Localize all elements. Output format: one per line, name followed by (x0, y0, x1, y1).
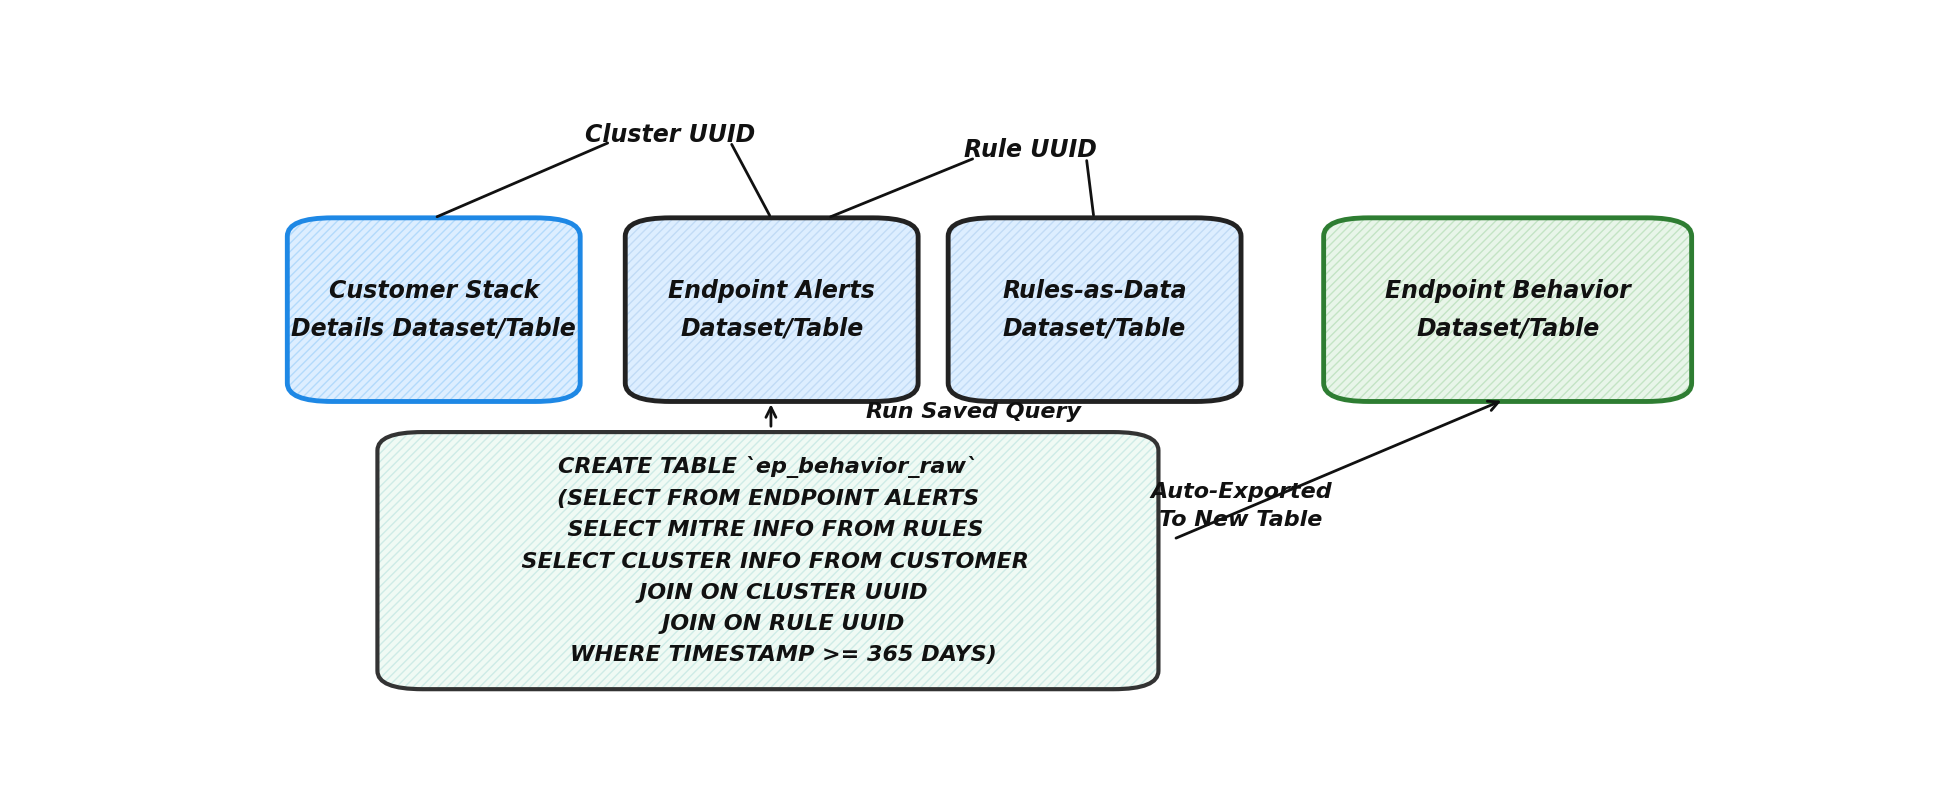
FancyBboxPatch shape (626, 218, 919, 401)
Text: Rules-as-Data
Dataset/Table: Rules-as-Data Dataset/Table (1002, 279, 1186, 340)
FancyBboxPatch shape (1324, 218, 1692, 401)
Text: Endpoint Alerts
Dataset/Table: Endpoint Alerts Dataset/Table (669, 279, 876, 340)
Text: Cluster UUID: Cluster UUID (585, 123, 756, 147)
Text: Endpoint Behavior
Dataset/Table: Endpoint Behavior Dataset/Table (1386, 279, 1630, 340)
Text: Rule UUID: Rule UUID (965, 138, 1097, 162)
Text: Customer Stack
Details Dataset/Table: Customer Stack Details Dataset/Table (291, 279, 576, 340)
FancyBboxPatch shape (287, 218, 579, 401)
Text: Auto-Exported
To New Table: Auto-Exported To New Table (1151, 482, 1331, 529)
Text: Run Saved Query: Run Saved Query (866, 402, 1081, 422)
Text: CREATE TABLE `ep_behavior_raw`
(SELECT FROM ENDPOINT ALERTS
  SELECT MITRE INFO : CREATE TABLE `ep_behavior_raw` (SELECT F… (506, 456, 1029, 665)
FancyBboxPatch shape (378, 432, 1159, 689)
FancyBboxPatch shape (948, 218, 1240, 401)
